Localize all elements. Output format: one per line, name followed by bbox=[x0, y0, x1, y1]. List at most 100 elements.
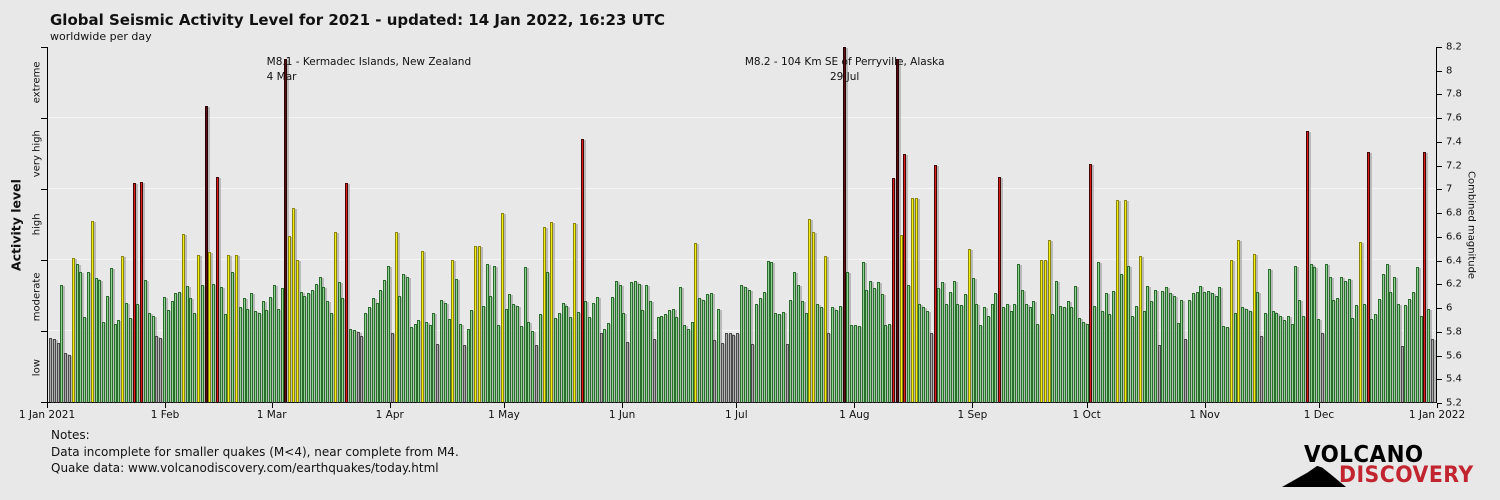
day-bar[interactable] bbox=[1229, 260, 1233, 402]
day-bar[interactable] bbox=[151, 315, 155, 402]
day-bar[interactable] bbox=[1157, 345, 1161, 402]
day-bar[interactable] bbox=[265, 309, 269, 402]
day-bar[interactable] bbox=[288, 236, 292, 402]
day-bar[interactable] bbox=[690, 321, 694, 402]
day-bar[interactable] bbox=[75, 263, 79, 402]
day-bar[interactable] bbox=[1036, 323, 1040, 402]
day-bar[interactable] bbox=[136, 303, 140, 402]
day-bar[interactable] bbox=[880, 294, 884, 402]
day-bar[interactable] bbox=[1043, 260, 1047, 402]
day-bar[interactable] bbox=[1313, 267, 1317, 402]
day-bar[interactable] bbox=[1119, 274, 1123, 402]
day-bar[interactable] bbox=[1245, 308, 1249, 402]
day-bar[interactable] bbox=[553, 317, 557, 402]
day-bar[interactable] bbox=[470, 309, 474, 402]
day-bar[interactable] bbox=[721, 342, 725, 402]
day-bar[interactable] bbox=[838, 306, 842, 402]
day-bar[interactable] bbox=[83, 316, 87, 402]
day-bar[interactable] bbox=[671, 308, 675, 402]
day-bar[interactable] bbox=[793, 271, 797, 402]
day-bar[interactable] bbox=[329, 313, 333, 402]
day-bar[interactable] bbox=[1264, 313, 1267, 402]
day-bar[interactable] bbox=[819, 307, 823, 402]
day-bar[interactable] bbox=[994, 293, 998, 402]
day-bar[interactable] bbox=[295, 260, 299, 402]
day-bar[interactable] bbox=[1423, 152, 1427, 402]
day-bar[interactable] bbox=[872, 288, 876, 402]
day-bar[interactable] bbox=[986, 315, 990, 402]
day-bar[interactable] bbox=[1176, 322, 1180, 402]
day-bar[interactable] bbox=[459, 323, 463, 402]
day-bar[interactable] bbox=[447, 319, 451, 402]
day-bar[interactable] bbox=[1362, 303, 1366, 402]
day-bar[interactable] bbox=[736, 333, 740, 402]
day-bar[interactable] bbox=[1286, 315, 1290, 402]
day-bar[interactable] bbox=[656, 316, 660, 402]
day-bar[interactable] bbox=[869, 281, 873, 402]
day-bar[interactable] bbox=[979, 325, 983, 402]
day-bar[interactable] bbox=[576, 312, 580, 402]
day-bar[interactable] bbox=[1389, 291, 1393, 402]
day-bar[interactable] bbox=[1123, 199, 1127, 402]
day-bar[interactable] bbox=[1165, 287, 1169, 402]
day-bar[interactable] bbox=[945, 303, 949, 402]
day-bar[interactable] bbox=[1085, 323, 1089, 402]
day-bar[interactable] bbox=[1400, 346, 1404, 402]
day-bar[interactable] bbox=[759, 297, 763, 402]
day-bar[interactable] bbox=[390, 333, 394, 402]
day-bar[interactable] bbox=[1077, 317, 1081, 402]
day-bar[interactable] bbox=[1301, 315, 1305, 402]
day-bar[interactable] bbox=[466, 328, 470, 402]
day-bar[interactable] bbox=[633, 281, 637, 402]
day-bar[interactable] bbox=[675, 316, 679, 402]
day-bar[interactable] bbox=[98, 280, 102, 402]
day-bar[interactable] bbox=[1396, 303, 1400, 402]
day-bar[interactable] bbox=[383, 280, 387, 402]
day-bar[interactable] bbox=[314, 283, 318, 402]
day-bar[interactable] bbox=[235, 255, 239, 402]
day-bar[interactable] bbox=[861, 262, 865, 402]
day-bar[interactable] bbox=[853, 325, 857, 402]
day-bar[interactable] bbox=[1320, 333, 1324, 402]
day-bar[interactable] bbox=[895, 58, 899, 402]
day-bar[interactable] bbox=[1013, 303, 1017, 402]
day-bar[interactable] bbox=[200, 284, 204, 402]
day-bar[interactable] bbox=[516, 306, 520, 402]
day-bar[interactable] bbox=[929, 333, 933, 402]
day-bar[interactable] bbox=[565, 306, 569, 402]
day-bar[interactable] bbox=[474, 245, 478, 402]
day-bar[interactable] bbox=[356, 332, 360, 402]
day-bar[interactable] bbox=[785, 344, 789, 402]
day-bar[interactable] bbox=[56, 342, 60, 402]
day-bar[interactable] bbox=[421, 250, 425, 402]
day-bar[interactable] bbox=[276, 308, 280, 402]
day-bar[interactable] bbox=[280, 288, 284, 402]
day-bar[interactable] bbox=[124, 302, 128, 402]
day-bar[interactable] bbox=[386, 265, 390, 402]
day-bar[interactable] bbox=[1210, 293, 1214, 402]
day-bar[interactable] bbox=[876, 282, 880, 402]
day-bar[interactable] bbox=[1096, 262, 1100, 402]
day-bar[interactable] bbox=[162, 296, 166, 402]
day-bar[interactable] bbox=[1104, 293, 1108, 402]
day-bar[interactable] bbox=[865, 289, 869, 402]
day-bar[interactable] bbox=[478, 245, 482, 402]
day-bar[interactable] bbox=[273, 284, 277, 402]
day-bar[interactable] bbox=[1233, 313, 1237, 402]
day-bar[interactable] bbox=[531, 331, 535, 402]
day-bar[interactable] bbox=[1161, 290, 1165, 402]
day-bar[interactable] bbox=[166, 309, 170, 402]
day-bar[interactable] bbox=[1024, 303, 1028, 402]
day-bar[interactable] bbox=[952, 281, 956, 402]
day-bar[interactable] bbox=[1237, 239, 1241, 402]
day-bar[interactable] bbox=[159, 338, 163, 402]
day-bar[interactable] bbox=[250, 293, 254, 402]
day-bar[interactable] bbox=[1017, 263, 1021, 402]
day-bar[interactable] bbox=[1271, 310, 1275, 402]
day-bar[interactable] bbox=[667, 309, 671, 402]
day-bar[interactable] bbox=[527, 321, 531, 402]
day-bar[interactable] bbox=[49, 338, 52, 402]
day-bar[interactable] bbox=[891, 178, 895, 402]
day-bar[interactable] bbox=[1028, 307, 1032, 402]
day-bar[interactable] bbox=[975, 303, 979, 402]
